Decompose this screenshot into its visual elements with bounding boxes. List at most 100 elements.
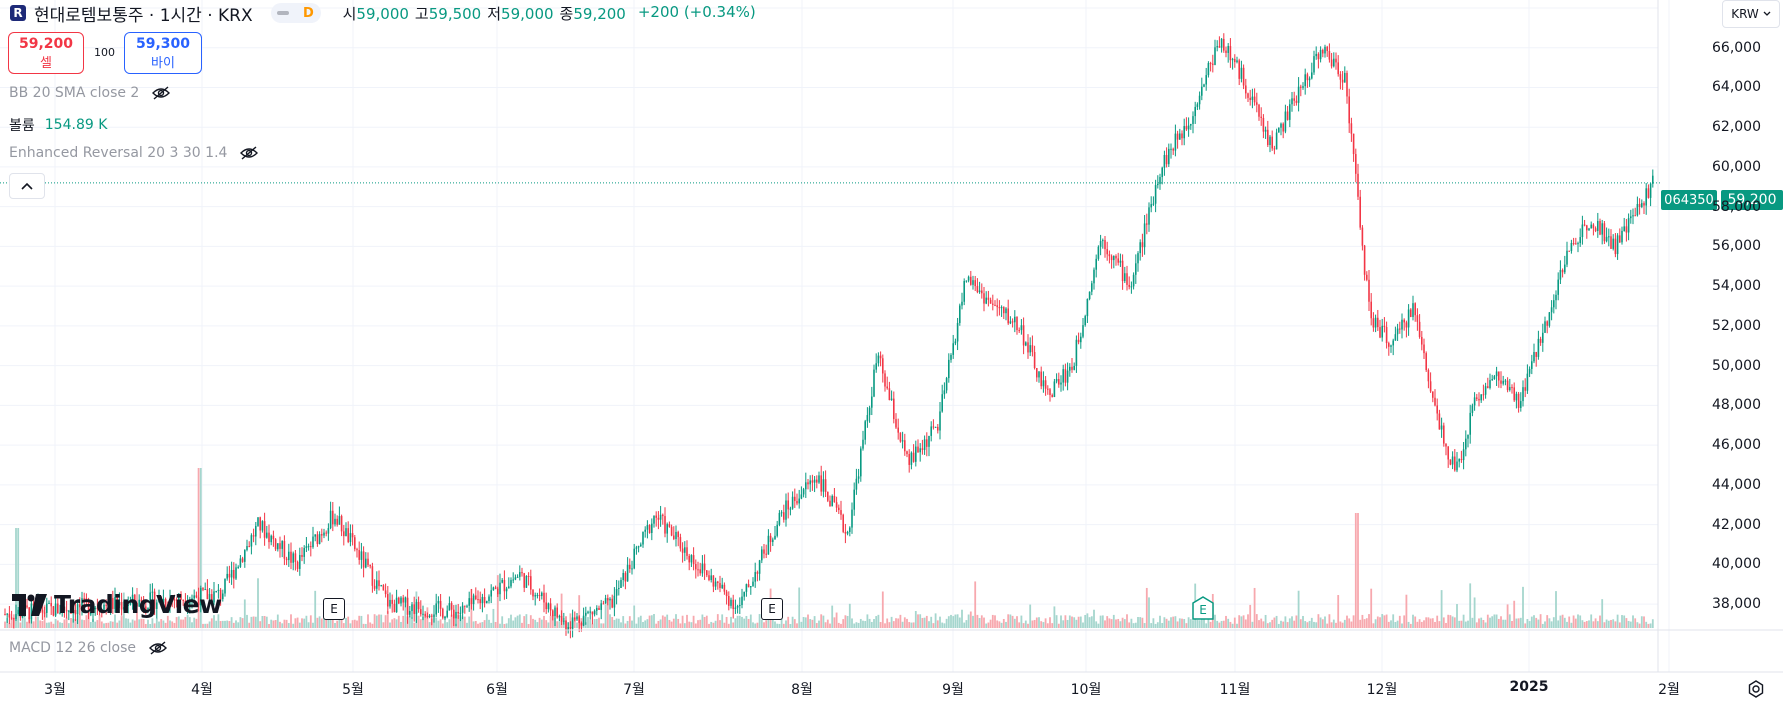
- candle-body: [530, 576, 532, 590]
- volume-bar: [906, 618, 908, 628]
- volume-bar: [318, 616, 321, 628]
- candle-body: [147, 608, 149, 611]
- eye-hidden-icon[interactable]: [148, 640, 168, 656]
- reversal-indicator-legend[interactable]: Enhanced Reversal 20 3 30 1.4: [9, 145, 259, 161]
- candle-body: [468, 598, 470, 606]
- volume-bar: [290, 614, 292, 628]
- volume-bar: [1429, 618, 1432, 628]
- sell-button[interactable]: 59,200 셀: [8, 32, 84, 74]
- candle-body: [655, 515, 657, 518]
- volume-legend[interactable]: 볼륨 154.89 K: [9, 115, 107, 135]
- candle-body: [1491, 379, 1493, 381]
- candle-body: [360, 551, 363, 560]
- volume-bar: [206, 623, 209, 628]
- candle-body: [822, 479, 825, 492]
- eye-hidden-icon[interactable]: [239, 145, 259, 161]
- macd-indicator-legend[interactable]: MACD 12 26 close: [9, 640, 168, 656]
- volume-bar: [331, 616, 334, 628]
- candle-body: [1355, 154, 1357, 174]
- candle-body: [1372, 318, 1375, 328]
- candle-body: [1610, 236, 1612, 249]
- candle-body: [519, 572, 521, 577]
- market-status-pill[interactable]: D: [270, 3, 321, 23]
- candle-body: [1159, 177, 1161, 184]
- candle-body: [1335, 58, 1337, 63]
- volume-bar: [441, 623, 444, 628]
- volume-bar: [558, 621, 561, 628]
- candle-body: [299, 555, 301, 569]
- bb-indicator-legend[interactable]: BB 20 SMA close 2: [9, 85, 171, 101]
- candle-body: [272, 535, 275, 540]
- volume-bar: [1423, 620, 1425, 628]
- volume-bar: [67, 623, 70, 628]
- volume-bar: [45, 622, 48, 628]
- candle-body: [1022, 325, 1025, 346]
- candle-body: [270, 535, 272, 543]
- volume-bar: [1176, 621, 1179, 628]
- volume-bar: [459, 614, 462, 628]
- volume-bar: [235, 620, 237, 628]
- volume-bar: [276, 614, 279, 628]
- candle-body: [1218, 46, 1221, 48]
- candle-body: [1038, 371, 1040, 378]
- volume-bar: [930, 616, 933, 628]
- volume-bar: [505, 623, 508, 628]
- volume-bar: [1539, 614, 1542, 628]
- candle-body: [1432, 391, 1434, 398]
- candle-body: [195, 595, 198, 598]
- volume-bar: [1022, 623, 1025, 628]
- candle-body: [827, 491, 829, 501]
- earnings-marker-upcoming[interactable]: E: [1192, 596, 1214, 620]
- volume-bar: [606, 597, 609, 628]
- candle-body: [1253, 96, 1256, 103]
- volume-bar: [347, 616, 350, 628]
- candle-body: [514, 577, 517, 580]
- candle-body: [932, 426, 935, 428]
- volume-bar: [272, 620, 275, 628]
- eye-hidden-icon[interactable]: [151, 85, 171, 101]
- candle-body: [83, 598, 85, 600]
- volume-bar: [978, 618, 981, 628]
- candle-body: [1124, 273, 1126, 282]
- candle-body: [620, 580, 622, 588]
- candle-body: [1627, 218, 1630, 233]
- candle-body: [1203, 84, 1205, 87]
- collapse-legend-button[interactable]: [9, 173, 45, 199]
- tradingview-logo[interactable]: TradingView: [12, 590, 222, 619]
- volume-bar: [367, 614, 369, 628]
- candle-body: [895, 419, 897, 428]
- symbol-logo[interactable]: R: [10, 5, 26, 21]
- candle-body: [475, 595, 477, 600]
- volume-bar: [109, 621, 112, 628]
- volume-bar: [1299, 619, 1302, 628]
- earnings-marker[interactable]: E: [761, 598, 783, 620]
- settings-gear-icon[interactable]: [1746, 679, 1766, 699]
- candle-body: [536, 595, 539, 597]
- volume-bar: [1596, 621, 1599, 628]
- candle-body: [1025, 342, 1027, 346]
- volume-bar: [754, 623, 757, 628]
- volume-bar: [1214, 614, 1216, 628]
- bb-indicator-label: BB 20 SMA close 2: [9, 85, 140, 101]
- volume-bar: [446, 622, 449, 628]
- candle-body: [684, 547, 686, 553]
- volume-bar: [873, 619, 875, 628]
- candle-body: [94, 607, 96, 610]
- volume-bar: [1486, 614, 1489, 628]
- currency-selector[interactable]: KRW: [1722, 0, 1780, 28]
- volume-bar: [1467, 620, 1469, 628]
- volume-bar: [237, 622, 240, 628]
- buy-button[interactable]: 59,300 바이: [124, 32, 202, 74]
- symbol-title[interactable]: 현대로템보통주 · 1시간 · KRX: [34, 5, 253, 26]
- volume-bar: [1484, 622, 1487, 628]
- volume-bar: [721, 614, 724, 628]
- candle-body: [1099, 241, 1102, 247]
- candle-body: [1383, 325, 1386, 328]
- volume-bar: [309, 615, 312, 628]
- volume-bar: [573, 618, 576, 628]
- earnings-marker[interactable]: E: [323, 598, 345, 620]
- candle-body: [1482, 394, 1485, 396]
- volume-bar: [463, 616, 466, 628]
- volume-bar: [1079, 616, 1082, 628]
